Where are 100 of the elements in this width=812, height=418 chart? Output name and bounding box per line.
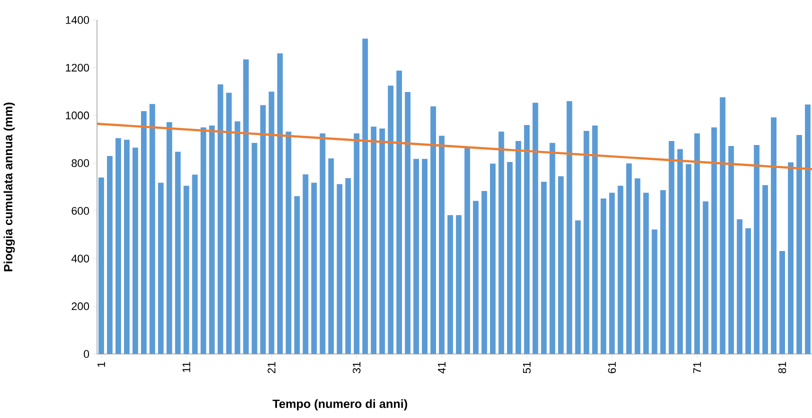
- bar: [652, 229, 658, 354]
- bar: [106, 156, 113, 354]
- bar: [736, 219, 742, 354]
- bar: [490, 164, 496, 354]
- bar: [626, 163, 632, 354]
- x-axis-title: Tempo (numero di anni): [272, 399, 408, 410]
- x-tick-label: 1: [97, 362, 106, 367]
- y-tick-label: 0: [84, 350, 90, 358]
- bar: [754, 145, 760, 354]
- bar: [336, 184, 342, 354]
- bar: [370, 126, 376, 354]
- bar: [252, 142, 258, 354]
- bar: [166, 122, 172, 354]
- bar: [302, 174, 308, 354]
- bar: [388, 86, 394, 354]
- bar: [320, 133, 326, 354]
- bar: [566, 101, 572, 354]
- y-tick-label: 1400: [66, 16, 90, 24]
- bar: [618, 186, 624, 354]
- bar: [200, 127, 206, 354]
- bar: [788, 162, 794, 354]
- bar: [541, 182, 547, 354]
- bar: [498, 132, 504, 354]
- bar: [311, 182, 317, 354]
- bar: [243, 59, 249, 354]
- bar: [98, 177, 104, 354]
- bar: [226, 92, 232, 354]
- bar: [600, 198, 606, 354]
- bar: [592, 125, 598, 354]
- bar: [277, 53, 283, 354]
- bar: [132, 148, 138, 354]
- bar: [796, 134, 802, 354]
- bar: [643, 192, 649, 354]
- bar: [345, 178, 351, 354]
- bar: [286, 132, 292, 354]
- bar: [516, 140, 522, 354]
- bar: [192, 174, 198, 354]
- bar: [268, 92, 274, 354]
- bar: [728, 146, 734, 354]
- bar: [550, 142, 556, 354]
- y-tick-label: 1000: [66, 112, 90, 120]
- bar: [328, 158, 334, 354]
- bar: [677, 149, 683, 354]
- bar: [447, 215, 454, 354]
- bar: [686, 164, 692, 354]
- bar: [209, 125, 215, 354]
- bar: [175, 152, 181, 354]
- bar: [524, 124, 530, 354]
- y-tick-label: 200: [72, 302, 90, 310]
- bar: [507, 162, 513, 354]
- bar: [260, 105, 266, 354]
- bar: [413, 158, 419, 354]
- bar: [141, 111, 147, 354]
- bar: [584, 130, 590, 354]
- x-tick-label: 11: [182, 362, 190, 372]
- bar: [481, 191, 488, 354]
- bar: [234, 121, 240, 354]
- y-tick-label: 1200: [66, 64, 90, 72]
- x-tick-label: 61: [608, 362, 616, 374]
- bar: [430, 106, 436, 354]
- x-tick-label: 31: [352, 362, 360, 374]
- bar: [762, 185, 768, 354]
- bar: [396, 70, 402, 354]
- x-tick-label: 51: [523, 362, 531, 374]
- bar: [668, 140, 674, 354]
- bar: [294, 196, 300, 354]
- bar: [558, 176, 564, 354]
- bar: [634, 178, 640, 354]
- bar: [124, 140, 130, 354]
- y-axis-title: Pioggia cumulata annua (mm): [4, 102, 15, 272]
- bar: [158, 182, 164, 354]
- bar: [694, 133, 700, 354]
- bar: [779, 250, 786, 354]
- bar: [532, 102, 538, 354]
- bar: [404, 92, 410, 354]
- bar: [609, 192, 615, 354]
- bar: [702, 201, 708, 354]
- bar: [711, 127, 717, 354]
- x-tick-label: 21: [268, 362, 276, 374]
- y-tick-label: 600: [72, 206, 90, 215]
- bar: [472, 200, 479, 354]
- bar: [184, 186, 190, 354]
- bar: [438, 136, 445, 354]
- bar: [660, 190, 666, 354]
- bar: [770, 117, 776, 354]
- bar: [464, 146, 470, 354]
- x-tick-label: 41: [438, 362, 446, 374]
- y-tick-label: 400: [71, 254, 90, 262]
- bar: [720, 97, 726, 354]
- bar: [379, 128, 385, 354]
- x-tick-label: 81: [778, 362, 786, 374]
- bar: [218, 84, 224, 354]
- bar: [115, 138, 122, 354]
- y-tick-label: 800: [72, 159, 90, 168]
- bar: [354, 133, 360, 354]
- bar: [804, 104, 811, 354]
- bar: [422, 158, 428, 354]
- bar: [150, 104, 156, 354]
- bar: [456, 215, 462, 354]
- bar: [575, 220, 581, 354]
